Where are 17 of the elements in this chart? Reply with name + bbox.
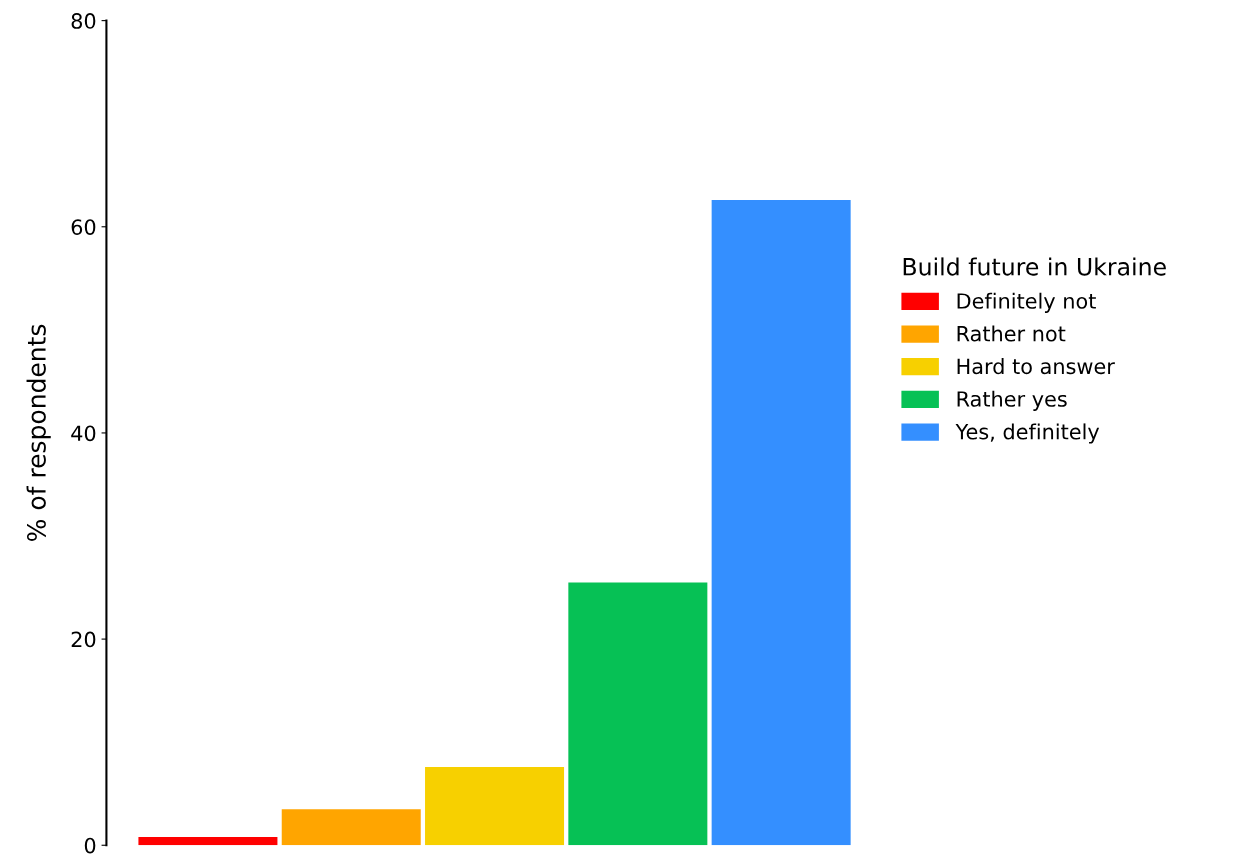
- y-tick-label: 40: [71, 425, 96, 442]
- legend-label: Hard to answer: [957, 358, 1115, 375]
- legend-label: Rather yes: [957, 390, 1067, 411]
- legend-label: Definitely not: [957, 292, 1096, 313]
- bar: [138, 837, 278, 846]
- y-tick-label: 20: [71, 631, 96, 648]
- legend-label: Yes, definitely: [955, 423, 1100, 444]
- legend-label: Rather not: [957, 325, 1066, 342]
- bar: [281, 809, 421, 846]
- legend-title: Build future in Ukraine: [903, 257, 1166, 276]
- y-tick-label: 80: [71, 13, 96, 29]
- y-tick-label: 60: [71, 219, 96, 235]
- y-tick-label: 0: [84, 837, 96, 854]
- y-axis-title: % of respondents: [26, 324, 51, 541]
- bar: [425, 766, 565, 846]
- bar: [711, 199, 851, 846]
- bar: [568, 582, 708, 846]
